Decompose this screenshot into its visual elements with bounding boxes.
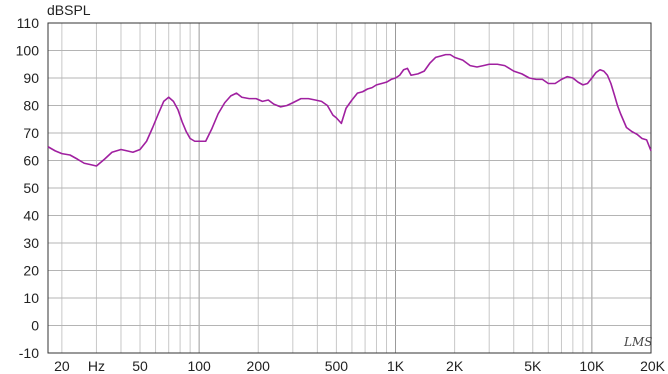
x-tick-label: 500 — [325, 358, 349, 374]
x-tick-label: 20 — [54, 358, 70, 374]
x-tick-label: Hz — [88, 358, 105, 374]
x-tick-label: 5K — [524, 358, 542, 374]
x-tick-label: 1K — [387, 358, 405, 374]
y-tick-label: 60 — [23, 153, 39, 169]
y-tick-label: 50 — [23, 180, 39, 196]
x-axis-ticks: 20 Hz 50 100 200 500 1K 2K 5K 10K 20K — [54, 358, 666, 374]
y-tick-label: 100 — [16, 43, 40, 59]
x-tick-label: 10K — [579, 358, 605, 374]
lms-watermark: LMS — [623, 335, 652, 349]
y-tick-label: 0 — [31, 318, 39, 334]
y-tick-label: 10 — [23, 290, 39, 306]
x-tick-label: 20K — [640, 358, 666, 374]
y-tick-label: 40 — [23, 208, 39, 224]
y-tick-label: 80 — [23, 98, 39, 114]
y-tick-label: 30 — [23, 235, 39, 251]
y-tick-label: 20 — [23, 263, 39, 279]
y-tick-label: 70 — [23, 125, 39, 141]
series-group — [47, 53, 652, 167]
y-tick-label: 110 — [17, 15, 40, 31]
grid — [48, 23, 651, 353]
x-tick-label: 200 — [247, 358, 271, 374]
y-tick-label: 90 — [23, 70, 39, 86]
y-axis-label: dBSPL — [47, 2, 91, 18]
y-tick-label: -10 — [19, 345, 39, 361]
x-tick-label: 50 — [132, 358, 148, 374]
plot-frame — [47, 22, 652, 354]
x-tick-label: 100 — [187, 358, 211, 374]
series-line-1 — [47, 53, 652, 167]
y-axis-ticks: -10 0 10 20 30 40 50 60 70 80 90 100 110 — [16, 15, 40, 361]
x-tick-label: 2K — [446, 358, 464, 374]
